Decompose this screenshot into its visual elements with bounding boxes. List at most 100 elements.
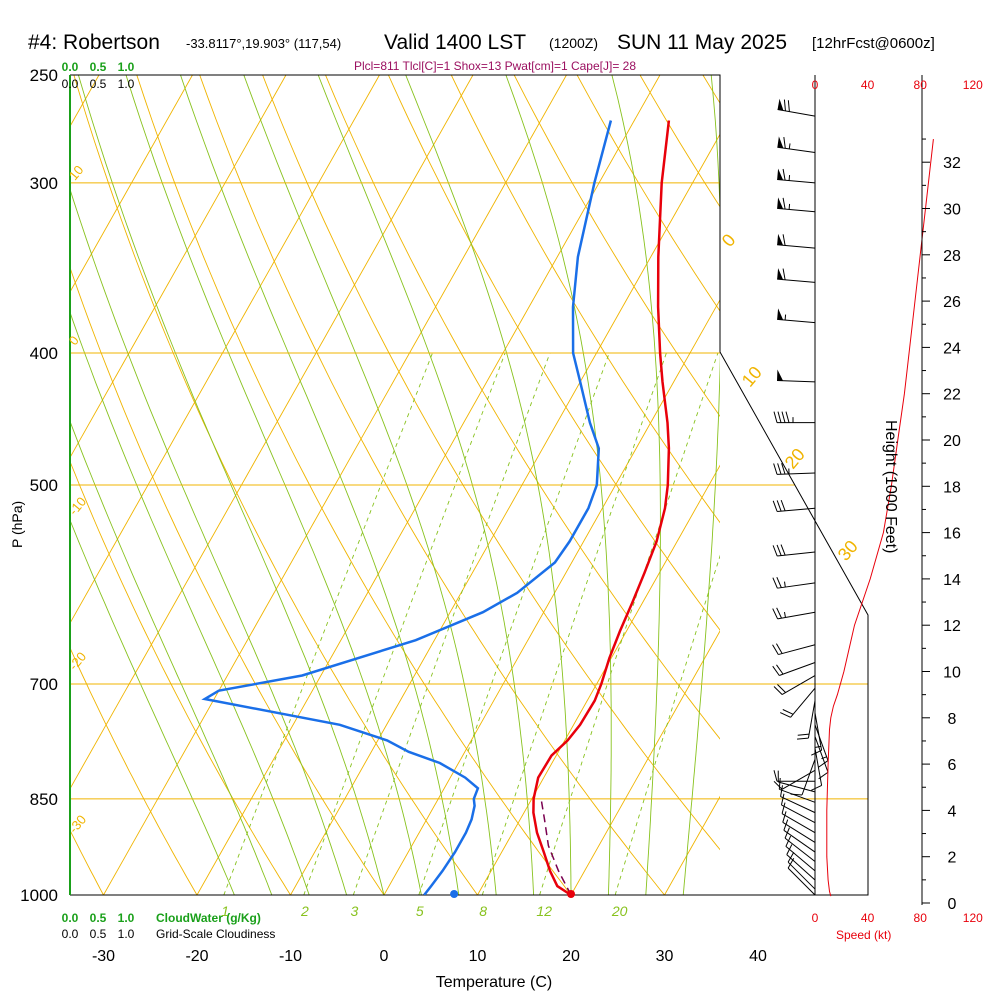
- wind-barb: [773, 663, 815, 676]
- mixing-ratio-line: [224, 353, 433, 895]
- scale-tick-label: 0.5: [90, 911, 107, 925]
- speed-top-tick: 120: [963, 78, 983, 92]
- scale-tick-label: 0.5: [90, 77, 107, 91]
- scale-tick-label: 0.0: [62, 77, 79, 91]
- speed-top-tick: 0: [812, 78, 819, 92]
- dry-adiabat-label: 10: [66, 162, 87, 183]
- mixing-ratio-line: [304, 353, 505, 895]
- height-tick-label: 26: [943, 294, 961, 311]
- speed-axis-label: Speed (kt): [836, 928, 891, 942]
- wind-barb: [781, 794, 815, 823]
- mixing-ratio-label: 20: [611, 903, 628, 919]
- profiles: [205, 121, 669, 896]
- dry-adiabat-line: [813, 51, 1000, 924]
- wind-barb: [784, 820, 815, 853]
- moist-adiabat-label: 0: [718, 230, 740, 251]
- wind-barb: [777, 370, 815, 382]
- valid-date: SUN 11 May 2025: [617, 31, 787, 54]
- mixing-ratio-label: 12: [536, 903, 552, 919]
- wind-barb: [777, 136, 815, 152]
- speed-top-tick: 40: [861, 78, 875, 92]
- scale-tick-label: 1.0: [118, 911, 135, 925]
- speed-bottom-tick: 120: [963, 911, 983, 925]
- parcel-line: [541, 799, 571, 895]
- wind-barb: [777, 308, 815, 322]
- height-tick-label: 32: [943, 155, 961, 172]
- dry-adiabat-line: [0, 51, 24, 924]
- cloudiness-label: Grid-Scale Cloudiness: [156, 927, 275, 941]
- mixing-ratio-line: [482, 353, 666, 895]
- moist-adiabat-label: 10: [738, 362, 766, 390]
- wind-speed-profile: [827, 139, 934, 896]
- height-tick-label: 18: [943, 479, 961, 496]
- pressure-tick-label: 250: [30, 66, 58, 85]
- isotherm-line: [0, 75, 5, 895]
- pressure-tick-label: 850: [30, 790, 58, 809]
- x-tick-label: 20: [562, 948, 580, 965]
- y-axis-label: P (hPa): [9, 501, 25, 548]
- wind-barb: [777, 234, 815, 248]
- z-time: (1200Z): [549, 35, 598, 51]
- height-tick-label: 16: [943, 526, 961, 543]
- pressure-tick-label: 700: [30, 675, 58, 694]
- speed-bottom-tick: 80: [914, 911, 928, 925]
- height-tick-label: 8: [948, 711, 957, 728]
- wind-barb: [774, 676, 815, 695]
- x-tick-label: 10: [469, 948, 487, 965]
- mixing-ratio-label: 2: [300, 903, 309, 919]
- height-tick-label: 4: [948, 803, 957, 820]
- scale-tick-label: 1.0: [118, 77, 135, 91]
- indices-text: Plcl=811 Tlcl[C]=1 Shox=13 Pwat[cm]=1 Ca…: [354, 59, 636, 73]
- speed-top-tick: 80: [914, 78, 928, 92]
- surface-temperature-dot: [567, 890, 575, 898]
- wind-barb: [773, 608, 815, 619]
- wind-barb: [782, 803, 815, 833]
- x-tick-label: -10: [279, 948, 302, 965]
- dry-adiabat-line: [67, 51, 499, 924]
- mixing-ratio-label: 3: [350, 903, 358, 919]
- mixing-ratio-line: [419, 353, 609, 895]
- height-tick-label: 20: [943, 433, 961, 450]
- speed-bottom-tick: 0: [812, 911, 819, 925]
- cloudiness-top-ticks: 0.0 0.5 1.0: [62, 77, 135, 91]
- dry-adiabat-line: [253, 51, 782, 924]
- height-tick-label: 24: [943, 340, 961, 357]
- scale-tick-label: 0.0: [62, 60, 79, 74]
- x-tick-label: -30: [92, 948, 115, 965]
- x-axis-label: Temperature (C): [436, 974, 552, 991]
- forecast-label: [12hrFcst@0600z]: [812, 35, 935, 52]
- scale-tick-label: 0.5: [90, 60, 107, 74]
- wind-barb: [783, 811, 815, 842]
- wind-barb: [777, 169, 815, 183]
- wind-speed-line: [827, 139, 934, 896]
- scale-tick-label: 0.0: [62, 927, 79, 941]
- surface-dewpoint-dot: [450, 890, 458, 898]
- cloud-water-label: CloudWater (g/Kg): [156, 911, 261, 925]
- dewpoint-line: [205, 121, 611, 896]
- dry-adiabat-line: [0, 51, 119, 924]
- dry-adiabat-line: [502, 51, 1000, 924]
- isobar-lines: [70, 75, 868, 895]
- scale-tick-label: 1.0: [118, 927, 135, 941]
- speed-top-ticks: 0 40 80 120: [812, 78, 983, 92]
- pressure-tick-label: 500: [30, 476, 58, 495]
- height-tick-label: 2: [948, 850, 957, 867]
- x-tick-label: 30: [656, 948, 674, 965]
- wind-barb: [773, 577, 815, 588]
- x-tick-label: -20: [185, 948, 208, 965]
- wind-barb: [777, 197, 815, 211]
- mixing-ratio-line: [615, 353, 785, 895]
- pressure-tick-label: 400: [30, 344, 58, 363]
- height-tick-label: 14: [943, 572, 961, 589]
- pressure-tick-label: 300: [30, 174, 58, 193]
- wind-barb: [811, 713, 821, 755]
- isotherm-line: [852, 75, 1000, 895]
- wind-barbs: [773, 99, 828, 895]
